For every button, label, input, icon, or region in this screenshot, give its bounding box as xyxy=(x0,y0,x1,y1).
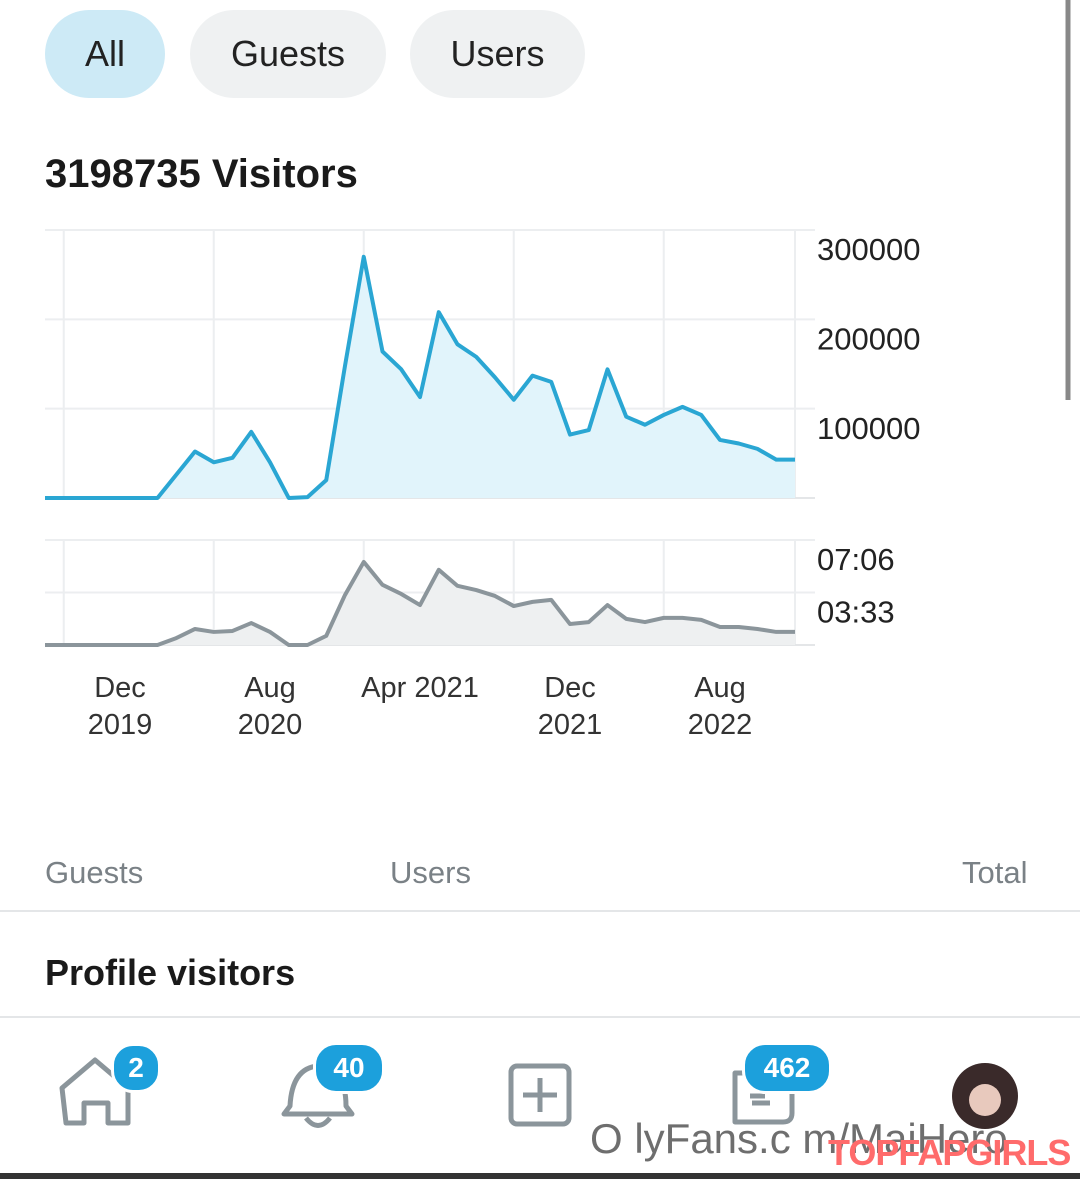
tab-all[interactable]: All xyxy=(45,10,165,98)
x-tick-label: Dec 2021 xyxy=(537,672,603,741)
chart: 100000 200000 300000 07:06 03:33 xyxy=(45,0,1071,647)
watermark: O lyFans.c m/MaiHero xyxy=(590,1115,1008,1162)
visitors-title: 3198735 Visitors xyxy=(45,152,358,196)
tab-users[interactable]: Users xyxy=(410,10,585,98)
y-tick-label: 200000 xyxy=(817,322,920,357)
area-fill xyxy=(45,256,795,498)
x-tick-label: Aug 2022 xyxy=(687,672,753,741)
badge: 2 xyxy=(111,1043,161,1093)
legend-users[interactable]: Users xyxy=(390,855,471,890)
section-title: Profile visitors xyxy=(45,952,296,993)
divider xyxy=(0,1016,1080,1018)
y-tick-label: 300000 xyxy=(817,232,920,267)
y-tick-label: 100000 xyxy=(817,411,920,446)
legend-guests[interactable]: Guests xyxy=(45,855,144,890)
badge: 462 xyxy=(742,1042,832,1094)
x-tick-label: Aug 2020 xyxy=(237,672,303,741)
y-tick-label: 03:33 xyxy=(817,595,895,630)
bottom-bar xyxy=(0,1173,1080,1179)
add-plus xyxy=(523,1078,557,1112)
y-tick-label: 07:06 xyxy=(817,542,895,577)
avatar-face xyxy=(969,1084,1001,1116)
watermark-brand: TOPFAPGIRLS xyxy=(828,1132,1071,1173)
add-icon[interactable] xyxy=(508,1063,572,1127)
messages-icon[interactable] xyxy=(732,1070,795,1125)
x-tick-label: Dec 2019 xyxy=(87,672,153,741)
legend-total[interactable]: Total xyxy=(962,855,1028,890)
area-fill xyxy=(45,561,795,645)
line xyxy=(45,559,795,647)
divider xyxy=(0,910,1080,912)
tab-guests[interactable]: Guests xyxy=(190,10,386,98)
x-tick-label: Apr 2021 xyxy=(361,672,479,704)
line xyxy=(45,254,795,500)
badge: 40 xyxy=(313,1042,385,1094)
